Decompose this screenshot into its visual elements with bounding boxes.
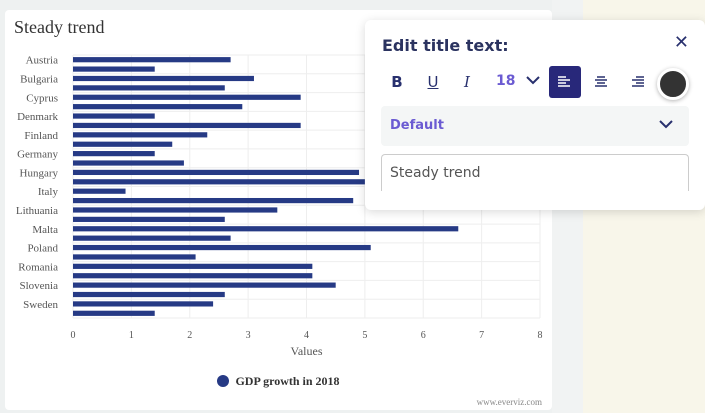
chevron-down-icon: [659, 120, 673, 129]
bar: [73, 235, 231, 241]
bar: [73, 66, 155, 72]
y-tick-label: Hungary: [20, 167, 59, 179]
font-size-value: 18: [496, 73, 516, 89]
x-tick-label: 3: [246, 330, 251, 341]
x-tick-label: 6: [421, 330, 426, 341]
font-family-select[interactable]: Default: [381, 106, 689, 146]
bar: [73, 75, 254, 82]
bar: [73, 122, 301, 129]
font-size-select[interactable]: 18: [496, 73, 541, 89]
bold-button[interactable]: B: [381, 66, 413, 98]
bar: [73, 226, 459, 232]
bar: [73, 273, 313, 279]
bar: [73, 151, 155, 157]
bar: [73, 160, 184, 166]
bar: [73, 310, 155, 316]
bar: [73, 169, 360, 176]
panel-title: Edit title text:: [382, 36, 509, 55]
italic-icon: I: [464, 73, 470, 91]
align-right-icon: [632, 76, 644, 87]
bar-chart: 0 1 2 3 4 5 6 7 8 Austria Bulgaria Cyprus Denmark Fin…: [16, 54, 543, 358]
y-tick-label: Romania: [18, 261, 58, 273]
x-tick-label: 4: [304, 330, 309, 341]
bar: [73, 291, 225, 298]
bar: [73, 282, 336, 288]
italic-button[interactable]: I: [451, 66, 483, 98]
bar: [73, 301, 214, 307]
font-family-value: Default: [390, 118, 444, 133]
bar: [73, 104, 243, 110]
x-axis-label: Values: [291, 344, 323, 358]
chart-title[interactable]: Steady trend: [14, 17, 105, 37]
x-tick-label: 5: [362, 330, 367, 341]
bar: [73, 179, 365, 185]
bar: [73, 141, 173, 147]
bar: [73, 85, 225, 91]
underline-icon: U: [427, 73, 439, 91]
bar: [73, 132, 208, 138]
bar: [73, 94, 301, 100]
credit-link[interactable]: www.everviz.com: [476, 397, 542, 407]
y-tick-label: Finland: [24, 130, 58, 142]
bar: [73, 207, 278, 213]
bar: [73, 197, 354, 204]
y-tick-label: Cyprus: [26, 92, 58, 104]
y-tick-label: Malta: [32, 224, 58, 236]
bar: [73, 216, 225, 222]
x-tick-label: 7: [479, 330, 484, 341]
y-tick-label: Germany: [17, 149, 58, 161]
y-tick-label: Italy: [38, 186, 59, 198]
x-tick-label: 0: [71, 330, 76, 341]
align-right-button[interactable]: [621, 66, 653, 98]
bar: [73, 244, 371, 251]
legend-marker: [217, 375, 230, 387]
close-icon[interactable]: ✕: [673, 32, 689, 53]
title-text-input[interactable]: [381, 154, 689, 191]
y-tick-label: Bulgaria: [20, 73, 58, 85]
y-tick-label: Poland: [27, 243, 58, 255]
bar: [73, 254, 196, 260]
bar: [73, 263, 313, 269]
chart-card: Steady trend 0 1 2 3 4 5 6 7 8 Austria Bulgaria Cyp…: [5, 10, 552, 410]
bar: [73, 113, 155, 119]
align-left-button[interactable]: [549, 66, 581, 98]
align-left-icon: [558, 76, 570, 87]
y-tick-label: Sweden: [23, 299, 58, 311]
align-center-icon: [595, 76, 607, 87]
bar: [73, 188, 126, 194]
x-tick-label: 2: [187, 330, 192, 341]
x-tick-label: 8: [538, 330, 543, 341]
y-tick-label: Denmark: [17, 111, 58, 123]
bar: [73, 57, 231, 63]
bold-icon: B: [391, 73, 403, 91]
x-tick-label: 1: [129, 330, 134, 341]
color-picker[interactable]: [657, 68, 689, 100]
y-tick-label: Slovenia: [20, 280, 59, 292]
align-center-button[interactable]: [585, 66, 617, 98]
legend-label: GDP growth in 2018: [235, 374, 340, 388]
chevron-down-icon: [526, 76, 541, 85]
legend-item[interactable]: GDP growth in 2018: [5, 374, 552, 389]
underline-button[interactable]: U: [417, 66, 449, 98]
y-tick-label: Austria: [26, 55, 59, 67]
y-tick-label: Lithuania: [16, 205, 58, 217]
edit-title-panel: Edit title text: ✕ B U I 18 Default: [365, 20, 705, 210]
